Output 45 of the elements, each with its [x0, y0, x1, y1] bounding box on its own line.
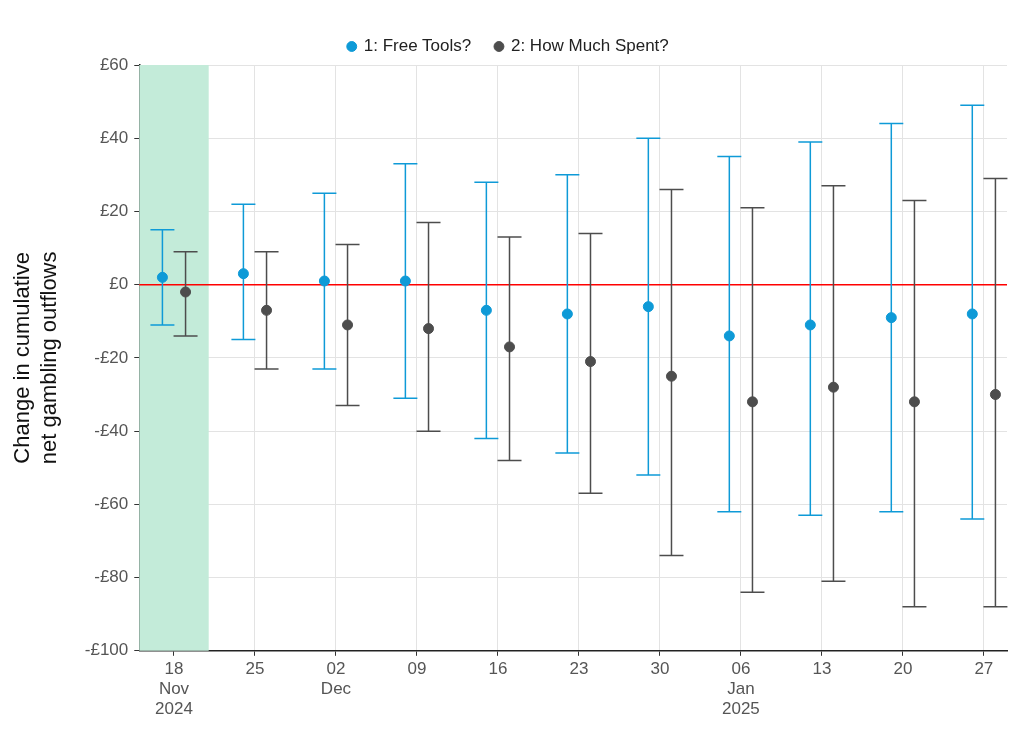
x-tick-label: 23: [569, 658, 589, 678]
x-tick-label: 27: [974, 658, 994, 678]
point: [561, 308, 573, 320]
point: [966, 308, 978, 320]
point: [723, 330, 735, 342]
x-tick-label: 20: [893, 658, 913, 678]
y-tick-label: -£20: [94, 347, 129, 367]
x-tick-label: 16: [488, 658, 508, 678]
y-tick-label: £0: [109, 274, 129, 294]
point: [504, 341, 516, 353]
point: [180, 286, 192, 298]
y-tick-label: -£40: [94, 420, 129, 440]
legend-label: 1: Free Tools?: [363, 36, 472, 56]
y-tick-label: -£60: [94, 494, 129, 514]
point: [480, 304, 492, 316]
y-tick-label: -£80: [94, 567, 129, 587]
legend-label: 2: How Much Spent?: [510, 36, 669, 56]
x-tick-label: 25: [245, 658, 265, 678]
y-tick-label: £40: [99, 127, 129, 147]
x-tick-label: 02 Dec: [320, 658, 352, 699]
y-tick-label: £20: [99, 201, 129, 221]
point: [318, 275, 330, 287]
x-tick-label: 06 Jan 2025: [721, 658, 760, 719]
point: [584, 356, 596, 368]
point: [827, 381, 839, 393]
x-tick-label: 09: [407, 658, 427, 678]
point: [989, 389, 1001, 401]
x-tick-label: 30: [650, 658, 670, 678]
y-axis-title: Change in cumulative net gambling outflows: [9, 251, 61, 465]
point: [156, 271, 168, 283]
point: [423, 323, 435, 335]
y-tick-label: -£100: [84, 640, 129, 660]
point: [399, 275, 411, 287]
point: [237, 268, 249, 280]
y-tick-label: £60: [99, 54, 129, 74]
point: [261, 304, 273, 316]
x-tick-label: 18 Nov 2024: [155, 658, 193, 719]
point: [342, 319, 354, 331]
point: [885, 312, 897, 324]
point: [804, 319, 816, 331]
x-tick-label: 13: [812, 658, 832, 678]
point: [642, 301, 654, 313]
point: [746, 396, 758, 408]
point: [908, 396, 920, 408]
point: [665, 370, 677, 382]
